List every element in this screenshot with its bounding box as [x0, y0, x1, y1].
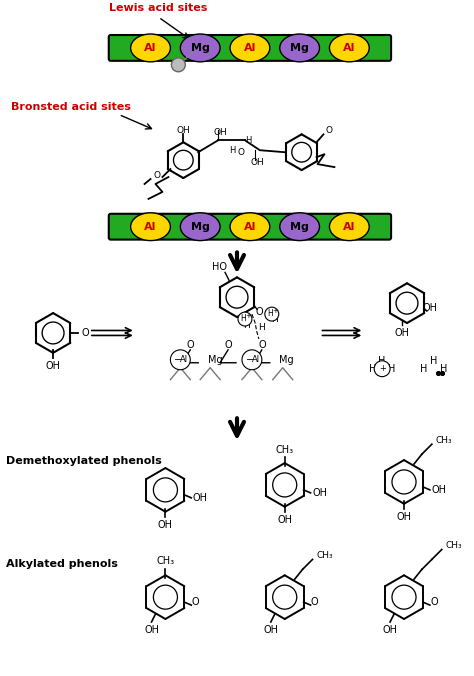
- Text: CH₃: CH₃: [156, 556, 174, 566]
- Circle shape: [238, 312, 252, 326]
- Text: OH: OH: [394, 328, 410, 338]
- Ellipse shape: [180, 213, 220, 241]
- Text: H: H: [378, 356, 386, 366]
- Text: CH₃: CH₃: [276, 445, 294, 455]
- Circle shape: [374, 361, 390, 377]
- Text: OH: OH: [250, 158, 264, 167]
- Circle shape: [265, 307, 279, 321]
- Text: H: H: [368, 364, 376, 374]
- Ellipse shape: [280, 34, 319, 62]
- Circle shape: [170, 350, 190, 370]
- Text: O: O: [154, 170, 161, 180]
- Text: −: −: [174, 355, 182, 365]
- Text: CH₃: CH₃: [446, 541, 463, 550]
- Ellipse shape: [329, 213, 369, 241]
- Text: Al: Al: [343, 222, 356, 232]
- Text: H: H: [388, 364, 396, 374]
- Text: Al: Al: [343, 43, 356, 53]
- Text: OH: OH: [383, 625, 398, 635]
- Circle shape: [172, 58, 185, 72]
- Text: Al: Al: [252, 356, 260, 364]
- Text: OH: OH: [263, 625, 278, 635]
- Text: H: H: [420, 364, 428, 374]
- Text: OH: OH: [431, 485, 447, 495]
- Text: Mg: Mg: [191, 43, 210, 53]
- Ellipse shape: [131, 34, 170, 62]
- Text: Mg: Mg: [290, 222, 309, 232]
- Text: OH: OH: [158, 520, 173, 529]
- Text: O: O: [81, 328, 89, 338]
- Text: OH: OH: [277, 514, 292, 525]
- Text: H: H: [258, 322, 265, 331]
- Text: +: +: [245, 313, 251, 319]
- Text: Al: Al: [144, 43, 157, 53]
- Text: OH: OH: [144, 625, 159, 635]
- Ellipse shape: [180, 34, 220, 62]
- Text: Lewis acid sites: Lewis acid sites: [109, 3, 207, 13]
- Text: Al: Al: [180, 356, 188, 364]
- Text: OH: OH: [213, 128, 227, 137]
- FancyBboxPatch shape: [109, 214, 391, 239]
- Text: Mg: Mg: [191, 222, 210, 232]
- Text: CH₃: CH₃: [317, 551, 333, 560]
- Text: O: O: [430, 597, 438, 607]
- Text: +: +: [272, 308, 278, 314]
- Ellipse shape: [280, 213, 319, 241]
- Text: CH₃: CH₃: [436, 436, 453, 445]
- Text: Al: Al: [144, 222, 157, 232]
- Text: Al: Al: [244, 43, 256, 53]
- FancyBboxPatch shape: [109, 35, 391, 61]
- Text: +: +: [379, 364, 385, 373]
- Text: O: O: [311, 597, 319, 607]
- Text: OH: OH: [422, 303, 438, 313]
- Text: H: H: [240, 314, 246, 322]
- Text: H: H: [245, 136, 251, 145]
- Text: OH: OH: [312, 488, 327, 498]
- Text: −: −: [246, 355, 254, 365]
- Text: Alkylated phenols: Alkylated phenols: [6, 559, 118, 569]
- Text: O: O: [326, 126, 333, 135]
- Text: O: O: [237, 147, 245, 157]
- Text: Demethoxylated phenols: Demethoxylated phenols: [6, 456, 162, 466]
- Text: H: H: [440, 364, 447, 374]
- Text: Mg: Mg: [208, 355, 222, 365]
- Text: OH: OH: [193, 493, 208, 503]
- Text: Mg: Mg: [279, 355, 294, 365]
- Text: O: O: [255, 307, 263, 317]
- Text: O: O: [191, 597, 199, 607]
- Text: OH: OH: [46, 361, 61, 370]
- Circle shape: [242, 350, 262, 370]
- Text: O: O: [186, 340, 194, 350]
- Text: H: H: [267, 309, 273, 318]
- Text: H: H: [229, 146, 235, 155]
- Text: Mg: Mg: [290, 43, 309, 53]
- Ellipse shape: [131, 213, 170, 241]
- Text: OH: OH: [176, 126, 190, 135]
- Text: H: H: [272, 314, 278, 324]
- Ellipse shape: [230, 213, 270, 241]
- Text: O: O: [224, 340, 232, 350]
- Text: O: O: [258, 340, 265, 350]
- Ellipse shape: [230, 34, 270, 62]
- Text: H: H: [430, 356, 438, 366]
- Text: Al: Al: [244, 222, 256, 232]
- Text: H: H: [244, 320, 250, 329]
- Text: Bronsted acid sites: Bronsted acid sites: [11, 103, 131, 112]
- Text: HO: HO: [211, 262, 227, 272]
- Ellipse shape: [329, 34, 369, 62]
- Text: OH: OH: [397, 512, 411, 522]
